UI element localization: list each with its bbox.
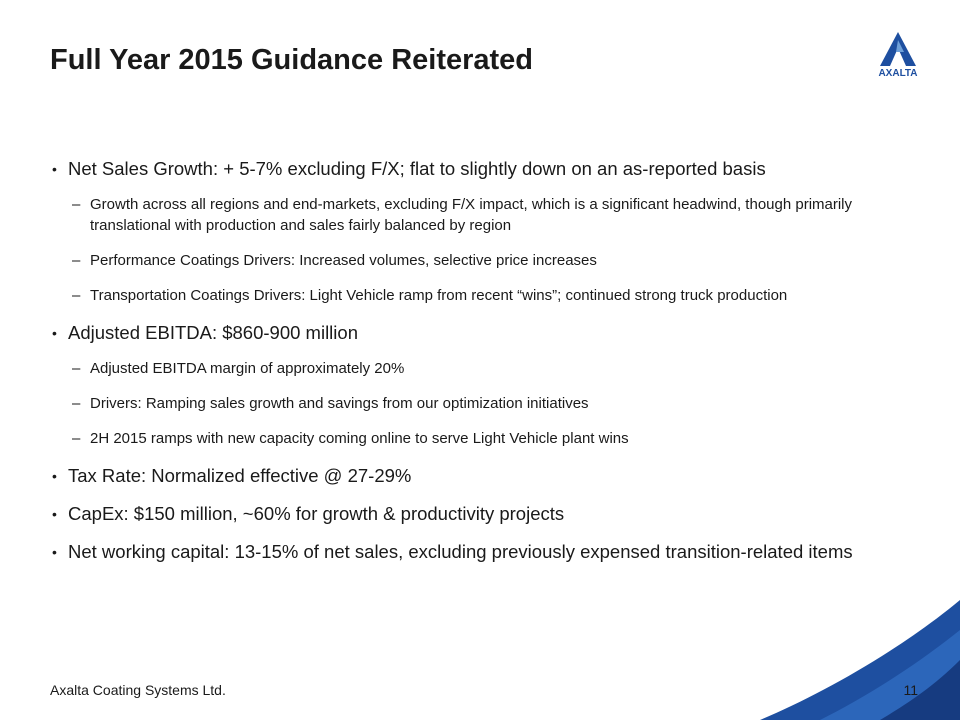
bullet-text: Net working capital: 13-15% of net sales… [68, 541, 853, 562]
sub-bullet: Drivers: Ramping sales growth and saving… [68, 393, 922, 414]
bullet: Adjusted EBITDA: $860-900 million Adjuste… [52, 322, 922, 449]
sub-bullet: Performance Coatings Drivers: Increased … [68, 250, 922, 271]
logo-text: AXALTA [878, 68, 917, 79]
page-number: 11 [903, 682, 918, 698]
title: Full Year 2015 Guidance Reiterated [50, 44, 534, 76]
footer-company: Axalta Coating Systems Ltd. [50, 682, 226, 698]
bullet-text: CapEx: $150 million, ~60% for growth & p… [68, 503, 565, 524]
bullet: Tax Rate: Normalized effective @ 27-29% [52, 465, 922, 487]
sub-bullet: Adjusted EBITDA margin of approximately … [68, 358, 922, 379]
sub-bullet: Growth across all regions and end-market… [68, 194, 922, 236]
logo: AXALTA [878, 32, 918, 79]
bullet-list: Net Sales Growth: + 5-7% excluding F/X; … [52, 158, 922, 579]
sub-bullet: Transportation Coatings Drivers: Light V… [68, 285, 922, 306]
bullet-text: Net Sales Growth: + 5-7% excluding F/X; … [68, 158, 766, 179]
bullet: CapEx: $150 million, ~60% for growth & p… [52, 503, 922, 525]
bullet-text: Tax Rate: Normalized effective @ 27-29% [68, 465, 412, 486]
sub-list: Adjusted EBITDA margin of approximately … [68, 358, 922, 449]
bullet: Net Sales Growth: + 5-7% excluding F/X; … [52, 158, 922, 306]
bullet: Net working capital: 13-15% of net sales… [52, 541, 922, 563]
sub-bullet: 2H 2015 ramps with new capacity coming o… [68, 428, 922, 449]
bullet-text: Adjusted EBITDA: $860-900 million [68, 322, 358, 343]
sub-list: Growth across all regions and end-market… [68, 194, 922, 306]
